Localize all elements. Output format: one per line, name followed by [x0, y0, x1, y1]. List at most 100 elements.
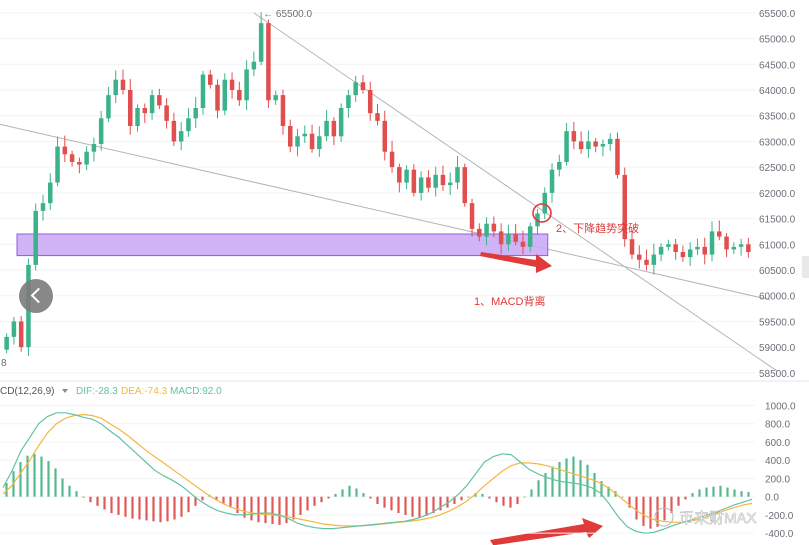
- candle: [18, 315, 24, 352]
- macd-bar: [376, 496, 379, 504]
- macd-tick-label: -200.0: [765, 511, 794, 522]
- candle: [207, 70, 213, 89]
- candle: [40, 194, 46, 221]
- candle: [128, 78, 133, 135]
- macd-bar: [75, 491, 78, 497]
- macd-bar: [138, 496, 141, 520]
- macd-bar: [96, 496, 99, 506]
- macd-tick-label: 600.0: [765, 438, 790, 449]
- candle: [433, 166, 438, 197]
- macd-bar: [635, 496, 638, 520]
- macd-bar: [117, 496, 120, 515]
- macd-bar: [89, 496, 92, 503]
- candle: [186, 108, 191, 137]
- candle: [738, 238, 744, 256]
- macd-value: MACD:92.0: [170, 386, 222, 397]
- scroll-handle[interactable]: [802, 256, 809, 278]
- macd-bar: [54, 468, 57, 497]
- macd-bar: [5, 483, 8, 497]
- candle: [77, 157, 82, 174]
- macd-title: CD(12,26,9): [0, 386, 54, 397]
- candle: [11, 316, 17, 345]
- macd-bar: [313, 496, 316, 506]
- candle: [513, 223, 518, 246]
- macd-bar: [390, 496, 393, 511]
- macd-bar: [82, 496, 85, 498]
- candle: [731, 242, 737, 255]
- chevron-left-icon[interactable]: [19, 279, 53, 313]
- candle: [244, 60, 249, 111]
- macd-bar: [474, 493, 477, 497]
- macd-bar: [383, 496, 386, 508]
- candle: [724, 232, 729, 258]
- macd-bar: [621, 496, 624, 498]
- candle: [557, 154, 562, 177]
- candle: [535, 208, 540, 236]
- macd-bar: [411, 496, 414, 517]
- candle: [142, 103, 148, 123]
- macd-bar: [215, 496, 218, 500]
- macd-bar: [229, 496, 232, 508]
- candle: [615, 132, 620, 179]
- price-gridlines: [0, 12, 755, 374]
- candle: [62, 135, 68, 162]
- candle: [135, 104, 140, 132]
- macd-dropdown-icon[interactable]: [62, 389, 68, 393]
- macd-legend: CD(12,26,9) DIF:-28.3 DEA:-74.3 MACD:92.…: [0, 386, 222, 397]
- macd-bar: [439, 496, 442, 511]
- candle: [287, 119, 293, 153]
- candle: [702, 237, 707, 265]
- macd-bar: [166, 496, 169, 522]
- macd-bar: [103, 496, 106, 510]
- dea-line: [2, 413, 753, 527]
- candle: [746, 237, 751, 258]
- macd-bar: [397, 496, 400, 514]
- breakout-circle: [532, 203, 552, 223]
- trendline: [0, 123, 771, 301]
- candle: [302, 125, 308, 143]
- price-tick-label: 61500.0: [759, 215, 796, 226]
- macd-bar: [159, 496, 162, 523]
- candle: [266, 19, 271, 108]
- macd-bar: [572, 456, 575, 497]
- annotations: 1、MACD背离 2、下降趋势突破: [474, 203, 639, 545]
- price-tick-label: 63500.0: [759, 112, 796, 123]
- macd-bar: [432, 496, 435, 514]
- macd-bar: [327, 496, 330, 499]
- candle: [273, 90, 278, 105]
- price-tick-label: 65000.0: [759, 35, 796, 46]
- candle: [295, 128, 300, 157]
- candle: [375, 103, 380, 126]
- macd-bar: [173, 496, 176, 520]
- candle: [426, 170, 431, 193]
- candle: [651, 243, 657, 275]
- macd-bar: [124, 496, 127, 517]
- candle: [120, 69, 126, 95]
- macd-bar: [145, 496, 148, 521]
- price-tick-label: 64500.0: [759, 60, 796, 71]
- macd-bar: [488, 496, 491, 499]
- watermark-text: 币来财MAX: [679, 510, 757, 527]
- candle: [571, 121, 577, 150]
- macd-bar: [565, 458, 568, 497]
- macd-bar: [250, 496, 253, 521]
- macd-bar: [649, 496, 652, 529]
- candle: [455, 156, 460, 190]
- macd-bar: [131, 496, 134, 519]
- macd-bar: [446, 496, 449, 508]
- macd-bar: [187, 496, 190, 513]
- candle: [222, 73, 228, 116]
- macd-bar: [425, 496, 428, 516]
- candle: [382, 110, 388, 161]
- support-zone: [16, 233, 549, 257]
- macd-bar: [404, 496, 407, 515]
- macd-bar: [663, 496, 666, 521]
- macd-bar: [19, 462, 22, 497]
- trendlines: [0, 12, 778, 372]
- macd-bar: [243, 496, 246, 518]
- macd-bar: [236, 496, 239, 514]
- macd-bar: [61, 478, 64, 497]
- macd-bar: [726, 487, 729, 497]
- candle: [447, 172, 453, 195]
